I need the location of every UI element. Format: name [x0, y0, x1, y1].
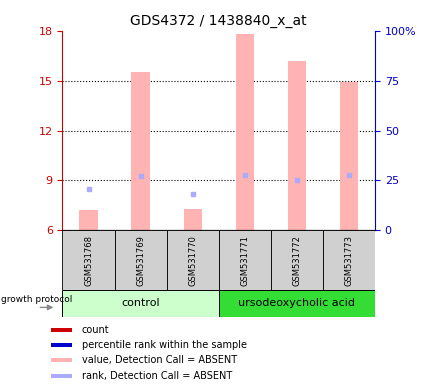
Bar [235, 34, 253, 230]
Bar [51, 374, 72, 378]
Bar [270, 230, 322, 290]
Text: percentile rank within the sample: percentile rank within the sample [82, 340, 246, 350]
Bar [62, 230, 114, 290]
Bar [114, 230, 166, 290]
Text: count: count [82, 325, 109, 335]
Text: GSM531771: GSM531771 [240, 235, 249, 286]
Text: GSM531769: GSM531769 [136, 235, 145, 286]
Title: GDS4372 / 1438840_x_at: GDS4372 / 1438840_x_at [130, 14, 306, 28]
Bar [322, 230, 374, 290]
Bar [51, 328, 72, 332]
Text: GSM531768: GSM531768 [84, 235, 93, 286]
Text: ursodeoxycholic acid: ursodeoxycholic acid [238, 298, 354, 308]
Text: control: control [121, 298, 160, 308]
Text: growth protocol: growth protocol [1, 295, 73, 304]
Bar [166, 230, 218, 290]
Bar [183, 209, 201, 230]
Text: value, Detection Call = ABSENT: value, Detection Call = ABSENT [82, 355, 236, 365]
Bar [131, 72, 149, 230]
Bar [339, 82, 357, 230]
Bar [51, 358, 72, 362]
Text: GSM531773: GSM531773 [344, 235, 353, 286]
Bar [218, 230, 270, 290]
Text: GSM531772: GSM531772 [292, 235, 301, 286]
Bar [51, 343, 72, 347]
Text: GSM531770: GSM531770 [188, 235, 197, 286]
Bar [62, 290, 218, 317]
Bar [79, 210, 98, 230]
Text: rank, Detection Call = ABSENT: rank, Detection Call = ABSENT [82, 371, 232, 381]
Bar [218, 290, 374, 317]
Bar [287, 61, 305, 230]
